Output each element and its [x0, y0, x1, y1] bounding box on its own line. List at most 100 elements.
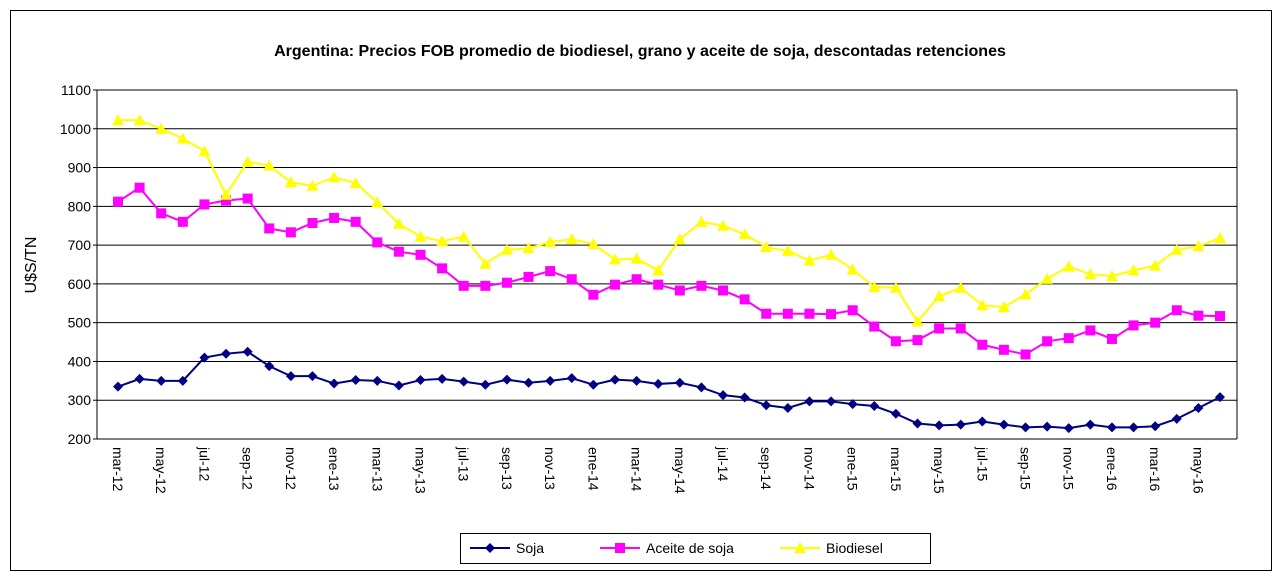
marker — [1215, 311, 1225, 322]
marker — [804, 396, 815, 407]
marker — [392, 217, 405, 229]
x-tick-label: nov-14 — [801, 447, 817, 490]
marker — [1193, 310, 1204, 321]
marker — [933, 290, 946, 302]
marker — [1214, 232, 1226, 244]
marker — [523, 377, 534, 388]
marker — [134, 182, 145, 193]
marker — [198, 145, 211, 157]
marker — [1127, 264, 1140, 276]
marker — [479, 257, 492, 269]
y-tick-label: 400 — [68, 353, 92, 369]
marker — [457, 230, 470, 242]
x-tick-label: jul-14 — [715, 446, 731, 481]
marker — [609, 279, 620, 290]
marker — [1150, 317, 1161, 328]
marker — [242, 346, 253, 357]
marker — [501, 374, 512, 385]
marker — [1105, 270, 1118, 282]
marker — [631, 375, 642, 386]
marker — [653, 378, 664, 389]
marker — [976, 299, 989, 311]
marker — [1192, 240, 1205, 252]
marker — [826, 396, 837, 407]
marker — [566, 274, 577, 285]
marker — [220, 188, 233, 200]
marker — [911, 315, 924, 327]
marker — [695, 215, 708, 227]
marker — [523, 271, 534, 282]
x-tick-label: nov-12 — [283, 447, 299, 490]
series-line — [118, 119, 1221, 324]
marker — [912, 418, 923, 429]
marker — [977, 339, 988, 350]
marker — [803, 254, 816, 266]
marker — [1215, 392, 1225, 403]
x-tick-label: may-13 — [413, 447, 429, 494]
marker — [522, 242, 535, 254]
marker — [242, 193, 253, 204]
marker — [1041, 272, 1054, 284]
y-axis-label: U$S/TN — [23, 237, 40, 294]
marker — [890, 336, 901, 347]
marker — [631, 274, 642, 285]
marker — [306, 179, 319, 191]
marker — [113, 196, 123, 207]
x-tick-label: ene-16 — [1104, 447, 1120, 491]
marker — [955, 419, 966, 430]
x-tick-label: mar-15 — [888, 447, 904, 492]
marker — [794, 542, 806, 553]
marker — [1042, 421, 1053, 432]
marker — [480, 379, 491, 390]
marker — [609, 374, 620, 385]
x-tick-label: may-12 — [153, 447, 169, 494]
marker — [804, 308, 815, 319]
marker — [501, 277, 512, 288]
marker — [588, 289, 599, 300]
marker — [1042, 336, 1053, 347]
marker — [1128, 422, 1139, 433]
marker — [415, 375, 426, 386]
marker — [199, 199, 210, 210]
marker — [436, 235, 449, 247]
x-tick-label: may-15 — [931, 447, 947, 494]
marker — [739, 392, 750, 403]
legend-label: Soja — [516, 540, 544, 556]
marker — [328, 171, 341, 183]
marker — [868, 280, 881, 292]
marker — [673, 233, 686, 245]
marker — [998, 344, 1009, 355]
x-tick-label: ene-14 — [585, 447, 601, 491]
marker — [1020, 349, 1031, 360]
marker — [889, 281, 902, 293]
marker — [371, 196, 384, 208]
marker — [372, 237, 383, 248]
marker — [177, 216, 188, 227]
marker — [781, 244, 794, 256]
marker — [1128, 320, 1139, 331]
marker — [782, 402, 793, 413]
marker — [284, 176, 297, 188]
chart-border — [10, 10, 1272, 571]
marker — [544, 236, 557, 248]
x-tick-label: nov-13 — [542, 447, 558, 490]
x-tick-label: jul-12 — [196, 446, 212, 481]
x-tick-label: jul-15 — [974, 446, 990, 481]
y-tick-label: 500 — [68, 315, 92, 331]
marker — [588, 379, 599, 390]
y-tick-label: 800 — [68, 198, 92, 214]
x-tick-label: sep-15 — [1018, 447, 1034, 490]
marker — [307, 371, 318, 382]
marker — [350, 375, 361, 386]
marker — [329, 212, 340, 223]
marker — [761, 400, 772, 411]
marker — [782, 308, 793, 319]
marker — [1193, 402, 1204, 413]
marker — [199, 352, 210, 363]
marker — [329, 378, 340, 389]
y-tick-label: 700 — [68, 237, 92, 253]
legend: Soja Aceite de soja Biodiesel — [460, 533, 931, 564]
marker — [977, 416, 988, 427]
x-tick-label: ene-13 — [326, 447, 342, 491]
series-line — [117, 350, 1221, 430]
